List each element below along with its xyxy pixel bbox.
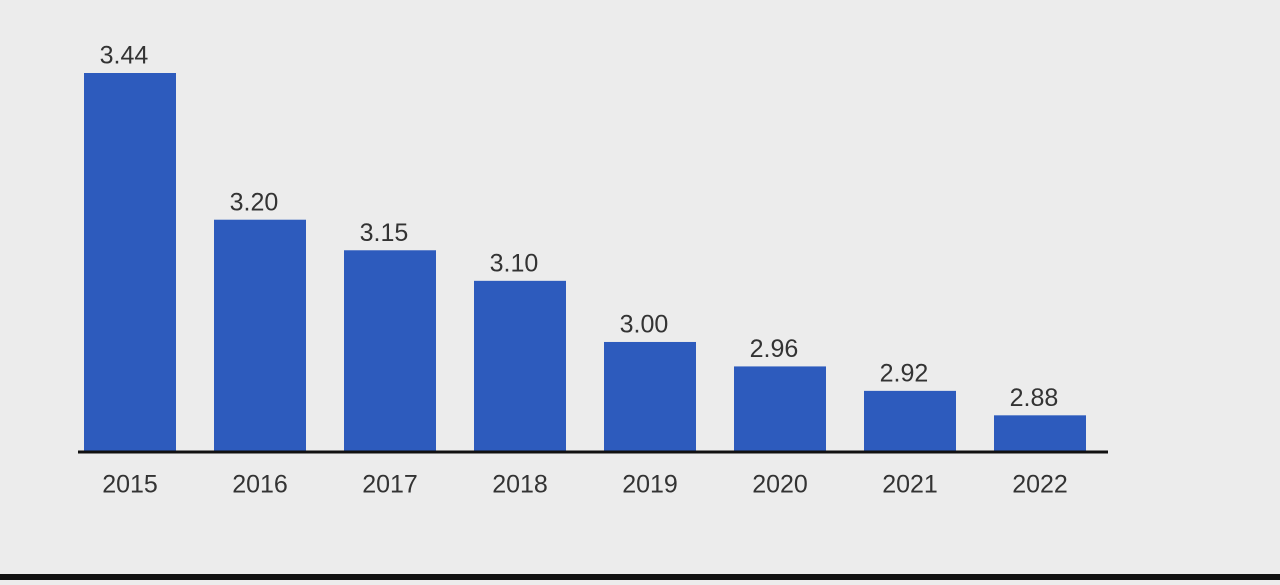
x-tick-label: 2022 bbox=[1012, 471, 1068, 499]
value-label: 2.96 bbox=[750, 335, 799, 363]
value-label: 3.15 bbox=[360, 219, 409, 247]
bar bbox=[84, 73, 176, 452]
bar bbox=[474, 280, 566, 452]
x-tick-label: 2017 bbox=[362, 471, 418, 499]
bar bbox=[734, 366, 826, 452]
value-label: 2.92 bbox=[880, 359, 929, 387]
x-tick-label: 2021 bbox=[882, 471, 938, 499]
x-tick-label: 2019 bbox=[622, 471, 678, 499]
bar bbox=[344, 250, 436, 452]
x-tick-label: 2015 bbox=[102, 471, 158, 499]
x-tick-label: 2016 bbox=[232, 471, 288, 499]
value-label: 3.10 bbox=[490, 249, 539, 277]
value-label: 3.00 bbox=[620, 311, 669, 339]
bar bbox=[994, 415, 1086, 452]
value-label: 3.20 bbox=[230, 188, 279, 216]
value-label: 2.88 bbox=[1010, 384, 1059, 412]
value-label: 3.44 bbox=[100, 42, 149, 70]
bottom-edge bbox=[0, 574, 1280, 580]
bar bbox=[864, 390, 956, 452]
x-tick-label: 2020 bbox=[752, 471, 808, 499]
bar bbox=[214, 219, 306, 452]
bar bbox=[604, 341, 696, 452]
x-tick-label: 2018 bbox=[492, 471, 548, 499]
